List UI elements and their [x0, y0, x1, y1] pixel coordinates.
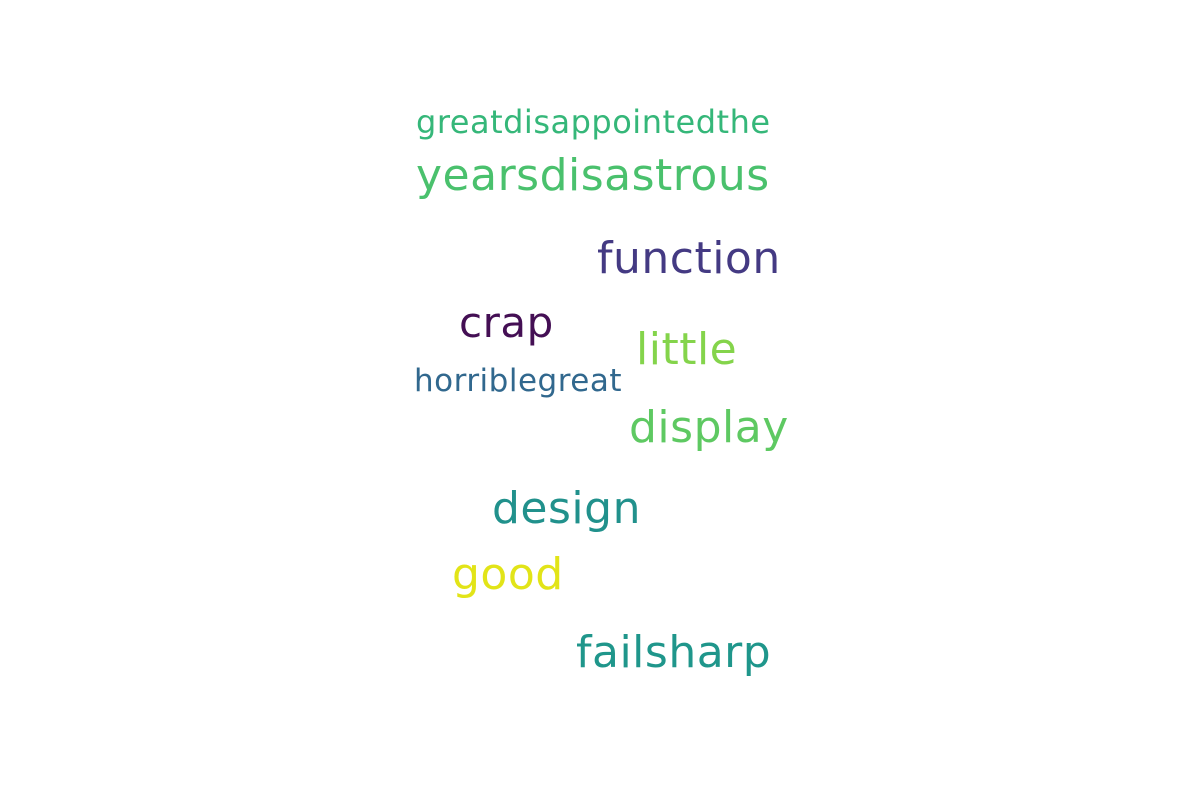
- word-good: good: [452, 549, 564, 600]
- word-design: design: [492, 483, 641, 534]
- word-crap: crap: [459, 298, 554, 347]
- word-display: display: [629, 402, 789, 453]
- word-failsharp: failsharp: [576, 627, 772, 678]
- word-little: little: [636, 324, 738, 375]
- word-function: function: [597, 233, 781, 284]
- word-greatdisappointedthe: greatdisappointedthe: [416, 103, 771, 141]
- word-horriblegreat: horriblegreat: [414, 363, 622, 399]
- word-yearsdisastrous: yearsdisastrous: [416, 150, 770, 201]
